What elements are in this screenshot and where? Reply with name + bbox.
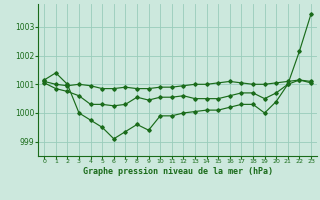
X-axis label: Graphe pression niveau de la mer (hPa): Graphe pression niveau de la mer (hPa) bbox=[83, 167, 273, 176]
